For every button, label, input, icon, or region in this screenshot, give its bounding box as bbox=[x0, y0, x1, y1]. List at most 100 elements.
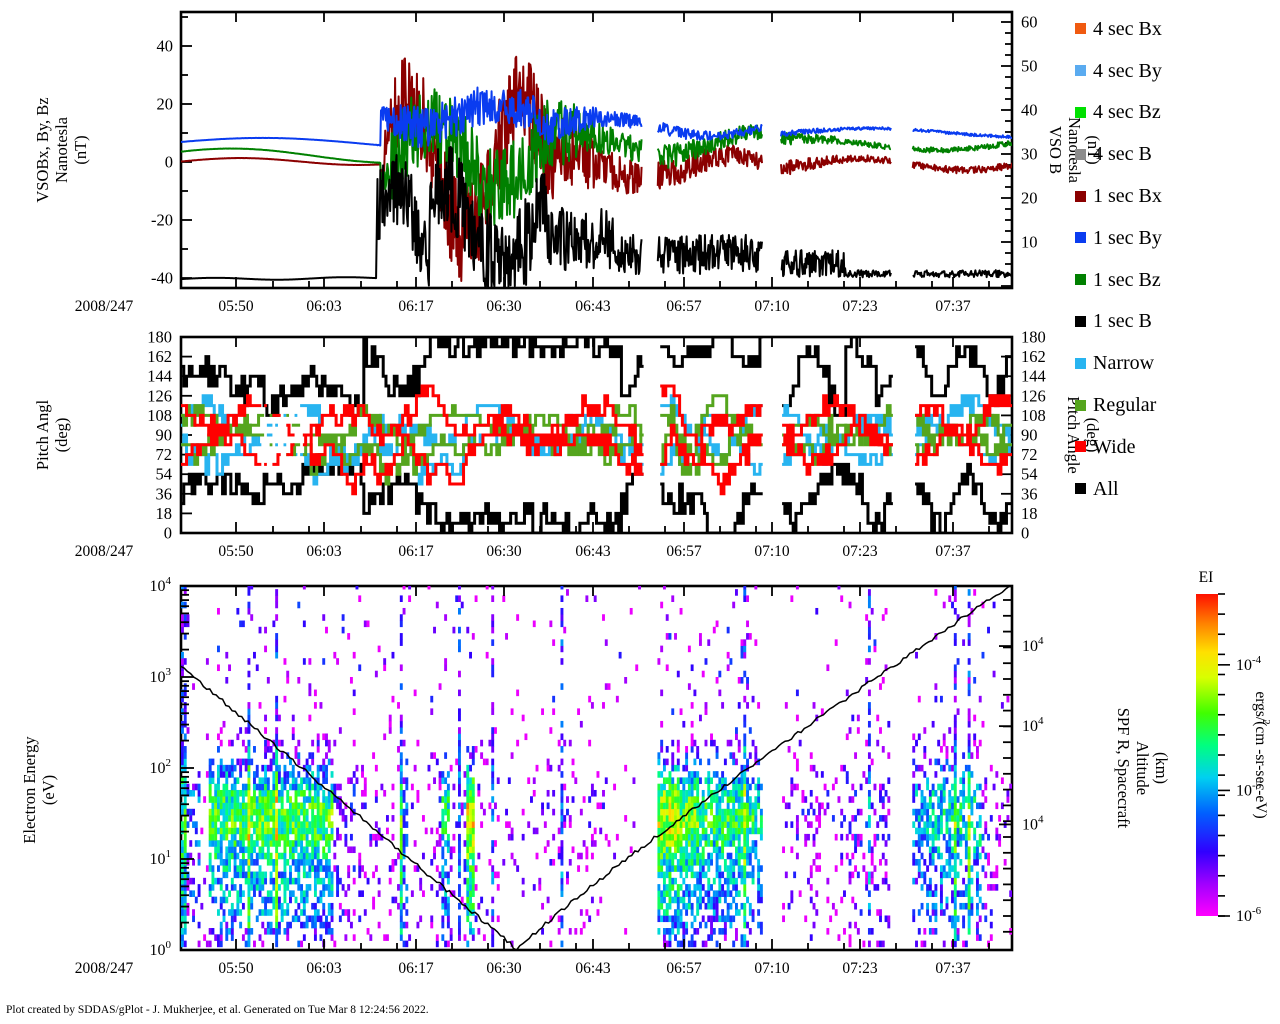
xtick-labels-electron-spectrogram: 05:50 06:03 06:17 06:30 06:43 06:57 07:1… bbox=[218, 960, 971, 977]
ylabel-right-line3: (km) bbox=[1152, 752, 1171, 784]
xtick-label: 05:50 bbox=[218, 960, 254, 977]
xtick-label: 06:57 bbox=[666, 960, 702, 977]
ylabel-right-line2: Nanotesla bbox=[1065, 117, 1084, 184]
legend-label-narrow: Narrow bbox=[1093, 352, 1155, 375]
axis-right-labels-electron-spectrogram: 104 104 104 bbox=[1022, 635, 1044, 833]
ytick-label-right: 180 bbox=[1021, 328, 1046, 347]
xtick-label: 07:37 bbox=[935, 298, 971, 315]
date-label-pitch-angle: 2008/247 bbox=[75, 543, 134, 560]
ytick-label-right: 0 bbox=[1021, 524, 1029, 543]
xtick-label: 06:17 bbox=[398, 960, 434, 977]
footer-credit: Plot created by SDDAS/gPlot - J. Mukherj… bbox=[6, 1004, 429, 1016]
xtick-label: 05:50 bbox=[218, 298, 254, 315]
legend-label-1-sec-bz: 1 sec Bz bbox=[1093, 268, 1161, 291]
legend-item-4-sec-by[interactable]: 4 sec By bbox=[1075, 50, 1265, 92]
legend-item-wide[interactable]: Wide bbox=[1075, 426, 1265, 468]
legend-item-regular[interactable]: Regular bbox=[1075, 384, 1265, 426]
xtick-label: 07:10 bbox=[754, 960, 790, 977]
legend-swatch-regular bbox=[1075, 399, 1086, 411]
ylabel-pitch-angle: Pitch Angl (deg) bbox=[33, 400, 71, 471]
legend-item-4-sec-b[interactable]: 4 sec B bbox=[1075, 133, 1265, 175]
ytick-label: -40 bbox=[151, 269, 173, 288]
xtick-label: 06:03 bbox=[306, 960, 342, 977]
legend-swatch-wide bbox=[1075, 441, 1086, 453]
svg-text:ergs/(cm -sr-sec-eV): ergs/(cm -sr-sec-eV) bbox=[1252, 691, 1269, 818]
legend-swatch-4-sec-by bbox=[1075, 65, 1086, 77]
colorbar: EI 10-4 10-5 10-6 ergs/(cm -sr-sec-eV) 2 bbox=[1196, 569, 1271, 925]
ytick-label-right: 162 bbox=[1021, 347, 1046, 366]
xtick-label: 06:30 bbox=[486, 298, 522, 315]
ytick-label: 54 bbox=[156, 465, 173, 484]
ytick-label: 101 bbox=[150, 848, 172, 868]
ytick-label: 18 bbox=[156, 504, 173, 523]
legend-item-1-sec-by[interactable]: 1 sec By bbox=[1075, 217, 1265, 259]
xtick-label: 07:10 bbox=[754, 298, 790, 315]
ylabel-line1: Pitch Angl bbox=[33, 400, 52, 471]
legend-item-1-sec-bz[interactable]: 1 sec Bz bbox=[1075, 259, 1265, 301]
colorbar-tick-label: 10-6 bbox=[1236, 905, 1262, 925]
xtick-label: 06:03 bbox=[306, 543, 342, 560]
ylabel-line2: (deg) bbox=[52, 418, 71, 453]
legend: 4 sec Bx 4 sec By 4 sec Bz 4 sec B 1 sec… bbox=[1075, 8, 1265, 510]
colorbar-tick-labels: 10-4 10-5 10-6 bbox=[1236, 654, 1262, 925]
axis-right-electron-spectrogram bbox=[999, 599, 1012, 933]
ytick-label-right: 10 bbox=[1021, 233, 1038, 252]
ylabel-right-magnetic-field: VSO B Nanotesla (nT) bbox=[1046, 117, 1103, 184]
legend-item-1-sec-b[interactable]: 1 sec B bbox=[1075, 301, 1265, 343]
xtick-label: 06:17 bbox=[398, 543, 434, 560]
ytick-label-right: 104 bbox=[1022, 635, 1044, 655]
colorbar-tick-label: 10-4 bbox=[1236, 654, 1262, 674]
legend-item-1-sec-bx[interactable]: 1 sec Bx bbox=[1075, 175, 1265, 217]
ytick-label: 100 bbox=[150, 939, 172, 959]
xtick-label: 06:30 bbox=[486, 960, 522, 977]
legend-swatch-4-sec-b bbox=[1075, 148, 1086, 160]
ylabel-right-line1: Pitch Angle bbox=[1064, 396, 1083, 473]
altitude-trace bbox=[181, 586, 1012, 950]
xtick-label: 07:23 bbox=[842, 298, 878, 315]
ylabel-right-line1: VSO B bbox=[1046, 126, 1065, 174]
panel-electron-spectrogram: 100 101 102 103 104 104 104 104 bbox=[20, 575, 1171, 977]
ylabel-line1: VSOBx, By, Bz bbox=[33, 97, 52, 202]
legend-label-1-sec-by: 1 sec By bbox=[1093, 226, 1162, 249]
ytick-label-right: 50 bbox=[1021, 57, 1038, 76]
series-group-pitch-angle bbox=[181, 337, 1012, 533]
xtick-label: 06:17 bbox=[398, 298, 434, 315]
ytick-label: 144 bbox=[147, 367, 172, 386]
axis-x-electron-spectrogram bbox=[235, 586, 990, 950]
legend-label-4-sec-b: 4 sec B bbox=[1093, 143, 1152, 166]
ytick-label: 0 bbox=[165, 153, 173, 172]
ytick-label-right: 60 bbox=[1021, 13, 1038, 32]
legend-swatch-1-sec-bz bbox=[1075, 274, 1086, 286]
ytick-label: 104 bbox=[150, 575, 172, 595]
xtick-labels-magnetic-field: 05:50 06:03 06:17 06:30 06:43 06:57 07:1… bbox=[218, 298, 971, 315]
ytick-label: 72 bbox=[156, 445, 173, 464]
legend-item-narrow[interactable]: Narrow bbox=[1075, 342, 1265, 384]
ytick-label-right: 40 bbox=[1021, 101, 1038, 120]
legend-label-4-sec-bz: 4 sec Bz bbox=[1093, 101, 1161, 124]
ytick-label-right: 72 bbox=[1021, 445, 1038, 464]
axis-x-magnetic-field bbox=[235, 12, 990, 288]
ytick-label-right: 54 bbox=[1021, 465, 1038, 484]
ylabel-right-line3: (nT) bbox=[1084, 135, 1103, 164]
legend-item-all[interactable]: All bbox=[1075, 468, 1265, 510]
legend-swatch-all bbox=[1075, 483, 1086, 495]
legend-item-4-sec-bz[interactable]: 4 sec Bz bbox=[1075, 92, 1265, 134]
axis-left-electron-spectrogram bbox=[181, 585, 194, 951]
ytick-label: 0 bbox=[164, 524, 172, 543]
legend-swatch-4-sec-bz bbox=[1075, 106, 1086, 118]
ylabel-line1: Electron Energy bbox=[20, 736, 39, 844]
axis-right-labels-magnetic-field: 60 50 40 30 20 10 bbox=[1021, 13, 1038, 252]
ytick-label-right: 30 bbox=[1021, 145, 1038, 164]
xtick-label: 07:10 bbox=[754, 543, 790, 560]
legend-item-4-sec-bx[interactable]: 4 sec Bx bbox=[1075, 8, 1265, 50]
xtick-label: 07:37 bbox=[935, 543, 971, 560]
ytick-label-right: 90 bbox=[1021, 426, 1038, 445]
ylabel-right-line1: SPF R, Spacecraft bbox=[1114, 708, 1133, 829]
colorbar-ticks bbox=[1218, 593, 1230, 917]
ytick-label: 180 bbox=[147, 328, 172, 347]
legend-label-wide: Wide bbox=[1093, 435, 1136, 458]
ytick-label: -20 bbox=[151, 211, 173, 230]
